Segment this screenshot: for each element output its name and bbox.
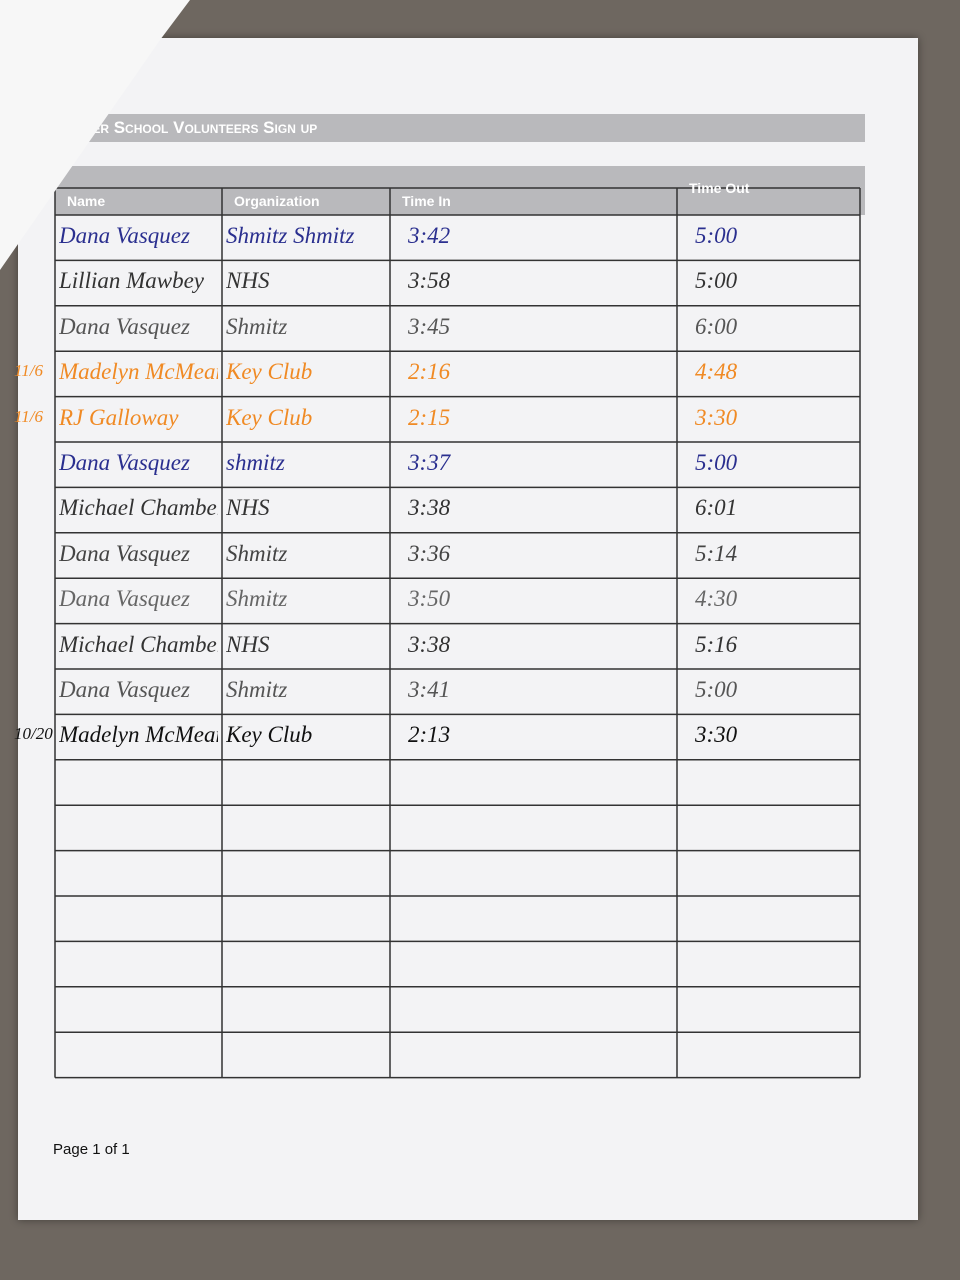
cell-organization: Shmitz — [226, 586, 288, 612]
cell-time-in: 3:38 — [408, 495, 451, 521]
cell-time-in: 3:37 — [408, 450, 451, 475]
cell-time-out: 6:00 — [695, 313, 738, 339]
cell-time-out: 5:00 — [695, 223, 738, 248]
cell-name: Madelyn McMeans — [59, 722, 218, 748]
column-header: Name — [67, 193, 106, 209]
cell-time-in: 3:42 — [408, 223, 451, 248]
cell-time-in: 2:15 — [408, 404, 451, 430]
cell-name: Dana Vasquez — [59, 586, 190, 612]
cell-name: Madelyn McMeans — [59, 359, 218, 385]
title: ter School Volunteers Sign up — [55, 114, 865, 142]
cell-name: RJ Galloway — [59, 404, 179, 430]
cell-organization: NHS — [226, 268, 270, 294]
date-note: 10/20 — [14, 724, 53, 744]
cell-organization: Shmitz — [226, 677, 288, 702]
cell-organization: shmitz — [226, 450, 285, 475]
cell-organization: Key Club — [226, 359, 313, 385]
cell-name: Dana Vasquez — [59, 313, 190, 339]
page-number: Page 1 of 1 — [53, 1141, 130, 1158]
cell-time-out: 4:48 — [695, 359, 738, 385]
paper — [18, 38, 918, 1220]
cell-time-in: 3:58 — [408, 268, 451, 294]
cell-time-in: 3:41 — [408, 677, 451, 702]
column-header: Organization — [234, 193, 320, 209]
cell-time-out: 5:00 — [695, 268, 738, 294]
cell-time-out: 6:01 — [695, 495, 738, 521]
cell-name: Dana Vasquez — [59, 540, 190, 566]
cell-time-in: 3:36 — [408, 540, 451, 566]
column-header: Time Out — [689, 180, 750, 196]
cell-time-out: 5:00 — [695, 450, 738, 475]
cell-time-in: 3:38 — [408, 631, 451, 657]
cell-organization: Shmitz — [226, 540, 288, 566]
cell-organization: Key Club — [226, 404, 313, 430]
cell-name: Dana Vasquez — [59, 223, 190, 248]
cell-time-out: 5:16 — [695, 631, 738, 657]
cell-organization: NHS — [226, 495, 270, 521]
cell-name: Dana Vasquez — [59, 677, 190, 702]
cell-time-out: 5:14 — [695, 540, 738, 566]
cell-organization: Key Club — [226, 722, 313, 748]
envelope — [0, 0, 190, 270]
cell-name: Michael Chamberlain — [59, 495, 218, 521]
header-band — [55, 166, 865, 215]
cell-time-in: 3:50 — [408, 586, 451, 612]
cell-time-in: 2:16 — [408, 359, 451, 385]
cell-time-in: 2:13 — [408, 722, 451, 748]
cell-time-out: 4:30 — [695, 586, 738, 612]
cell-name: Michael Chamberlain — [59, 631, 218, 657]
cell-time-out: 3:30 — [695, 404, 738, 430]
date-note: 11/6 — [14, 361, 43, 381]
cell-time-in: 3:45 — [408, 313, 451, 339]
cell-organization: Shmitz Shmitz — [226, 223, 355, 248]
cell-name: Lillian Mawbey — [59, 268, 205, 294]
column-header: Time In — [402, 193, 451, 209]
cell-time-out: 3:30 — [695, 722, 738, 748]
cell-organization: Shmitz — [226, 313, 288, 339]
date-note: 11/6 — [14, 406, 43, 426]
cell-name: Dana Vasquez — [59, 450, 190, 475]
cell-organization: NHS — [226, 631, 270, 657]
cell-time-out: 5:00 — [695, 677, 738, 702]
